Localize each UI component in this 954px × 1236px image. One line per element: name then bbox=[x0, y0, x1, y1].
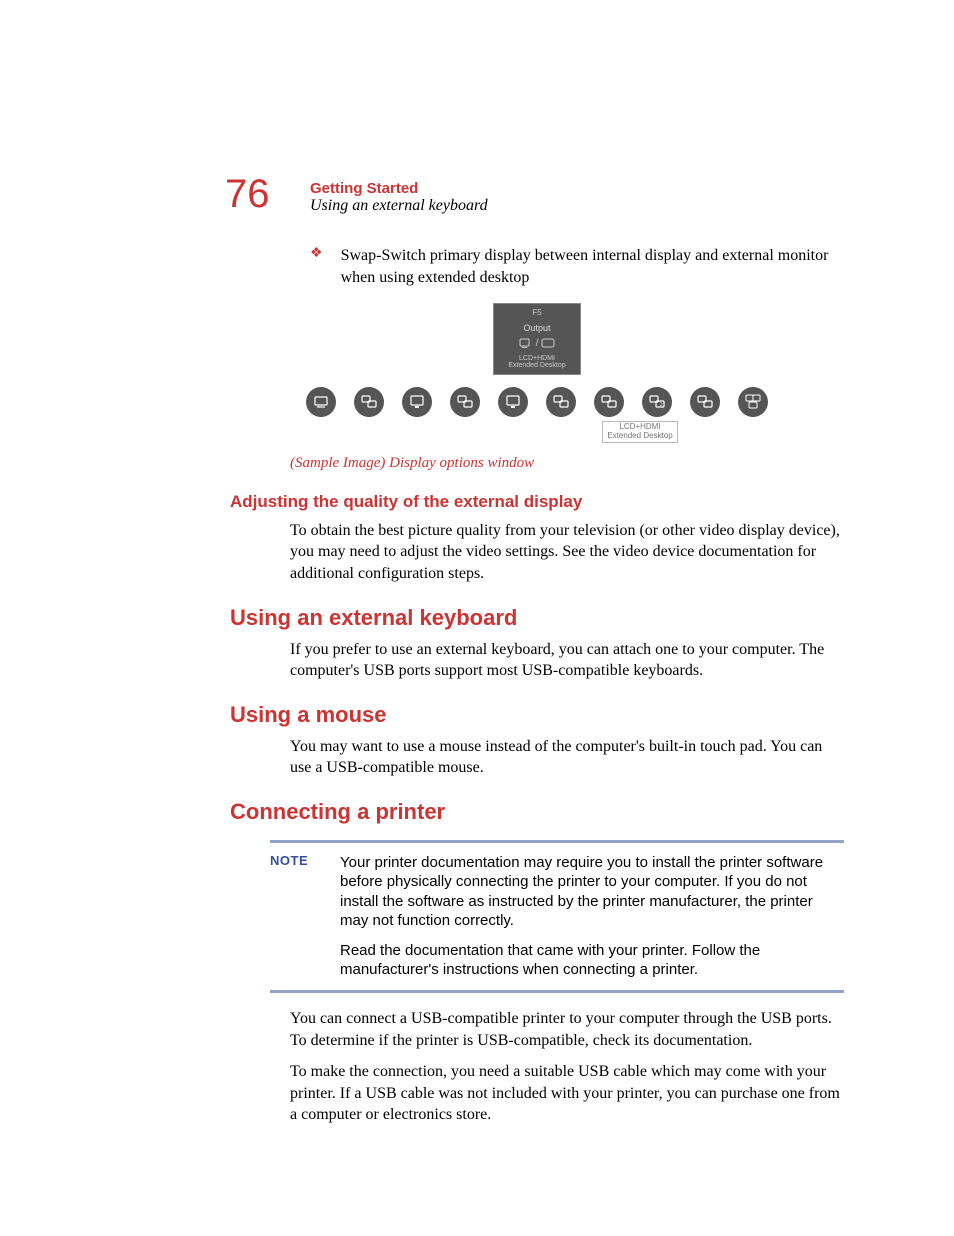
display-mode-icon-10 bbox=[738, 387, 768, 417]
display-mode-icon-1 bbox=[306, 387, 336, 417]
display-mode-icon-9 bbox=[690, 387, 720, 417]
heading-using-mouse: Using a mouse bbox=[230, 702, 844, 728]
body-external-keyboard: If you prefer to use an external keyboar… bbox=[290, 639, 844, 682]
heading-adjusting-quality: Adjusting the quality of the external di… bbox=[230, 492, 844, 512]
document-page: 76 Getting Started Using an external key… bbox=[0, 0, 954, 1236]
display-mode-icon-3 bbox=[402, 387, 432, 417]
body-using-mouse: You may want to use a mouse instead of t… bbox=[290, 736, 844, 779]
note-label: NOTE bbox=[270, 853, 320, 980]
note-paragraph-1: Your printer documentation may require y… bbox=[340, 853, 844, 931]
display-mode-icon-6 bbox=[546, 387, 576, 417]
body-printer-1: You can connect a USB-compatible printer… bbox=[290, 1008, 844, 1051]
display-mode-icons: 2 LCD+HDMIExtended Desktop bbox=[303, 387, 771, 443]
page-header: 76 Getting Started Using an external key… bbox=[230, 180, 844, 215]
display-options-figure: F5 Output / LCD+HDMIExtended Desktop bbox=[230, 303, 844, 447]
heading-external-keyboard: Using an external keyboard bbox=[230, 605, 844, 631]
display-mode-sublabel: LCD+HDMIExtended Desktop bbox=[602, 421, 678, 443]
bullet-icon: ❖ bbox=[310, 245, 323, 288]
display-tooltip: F5 Output / LCD+HDMIExtended Desktop bbox=[493, 303, 581, 375]
note-paragraph-2: Read the documentation that came with yo… bbox=[340, 941, 844, 980]
display-mode-icon-4 bbox=[450, 387, 480, 417]
tooltip-title: Output bbox=[523, 323, 550, 333]
display-mode-icon-2 bbox=[354, 387, 384, 417]
page-number: 76 bbox=[225, 172, 270, 217]
display-mode-icon-5 bbox=[498, 387, 528, 417]
display-mode-icon-8: 2 bbox=[642, 387, 672, 417]
note-box: NOTE Your printer documentation may requ… bbox=[270, 840, 844, 993]
tooltip-icons: / bbox=[519, 338, 556, 349]
chapter-title: Getting Started bbox=[310, 180, 844, 197]
body-printer-2: To make the connection, you need a suita… bbox=[290, 1061, 844, 1126]
bullet-item: ❖ Swap-Switch primary display between in… bbox=[310, 245, 844, 288]
heading-connecting-printer: Connecting a printer bbox=[230, 799, 844, 825]
bullet-text: Swap-Switch primary display between inte… bbox=[341, 245, 844, 288]
section-subtitle: Using an external keyboard bbox=[310, 197, 844, 215]
tooltip-key: F5 bbox=[532, 308, 541, 317]
note-body: Your printer documentation may require y… bbox=[340, 853, 844, 980]
display-mode-icon-7 bbox=[594, 387, 624, 417]
figure-caption: (Sample Image) Display options window bbox=[290, 455, 844, 472]
tooltip-mode: LCD+HDMIExtended Desktop bbox=[508, 355, 565, 370]
body-adjusting-quality: To obtain the best picture quality from … bbox=[290, 520, 844, 585]
